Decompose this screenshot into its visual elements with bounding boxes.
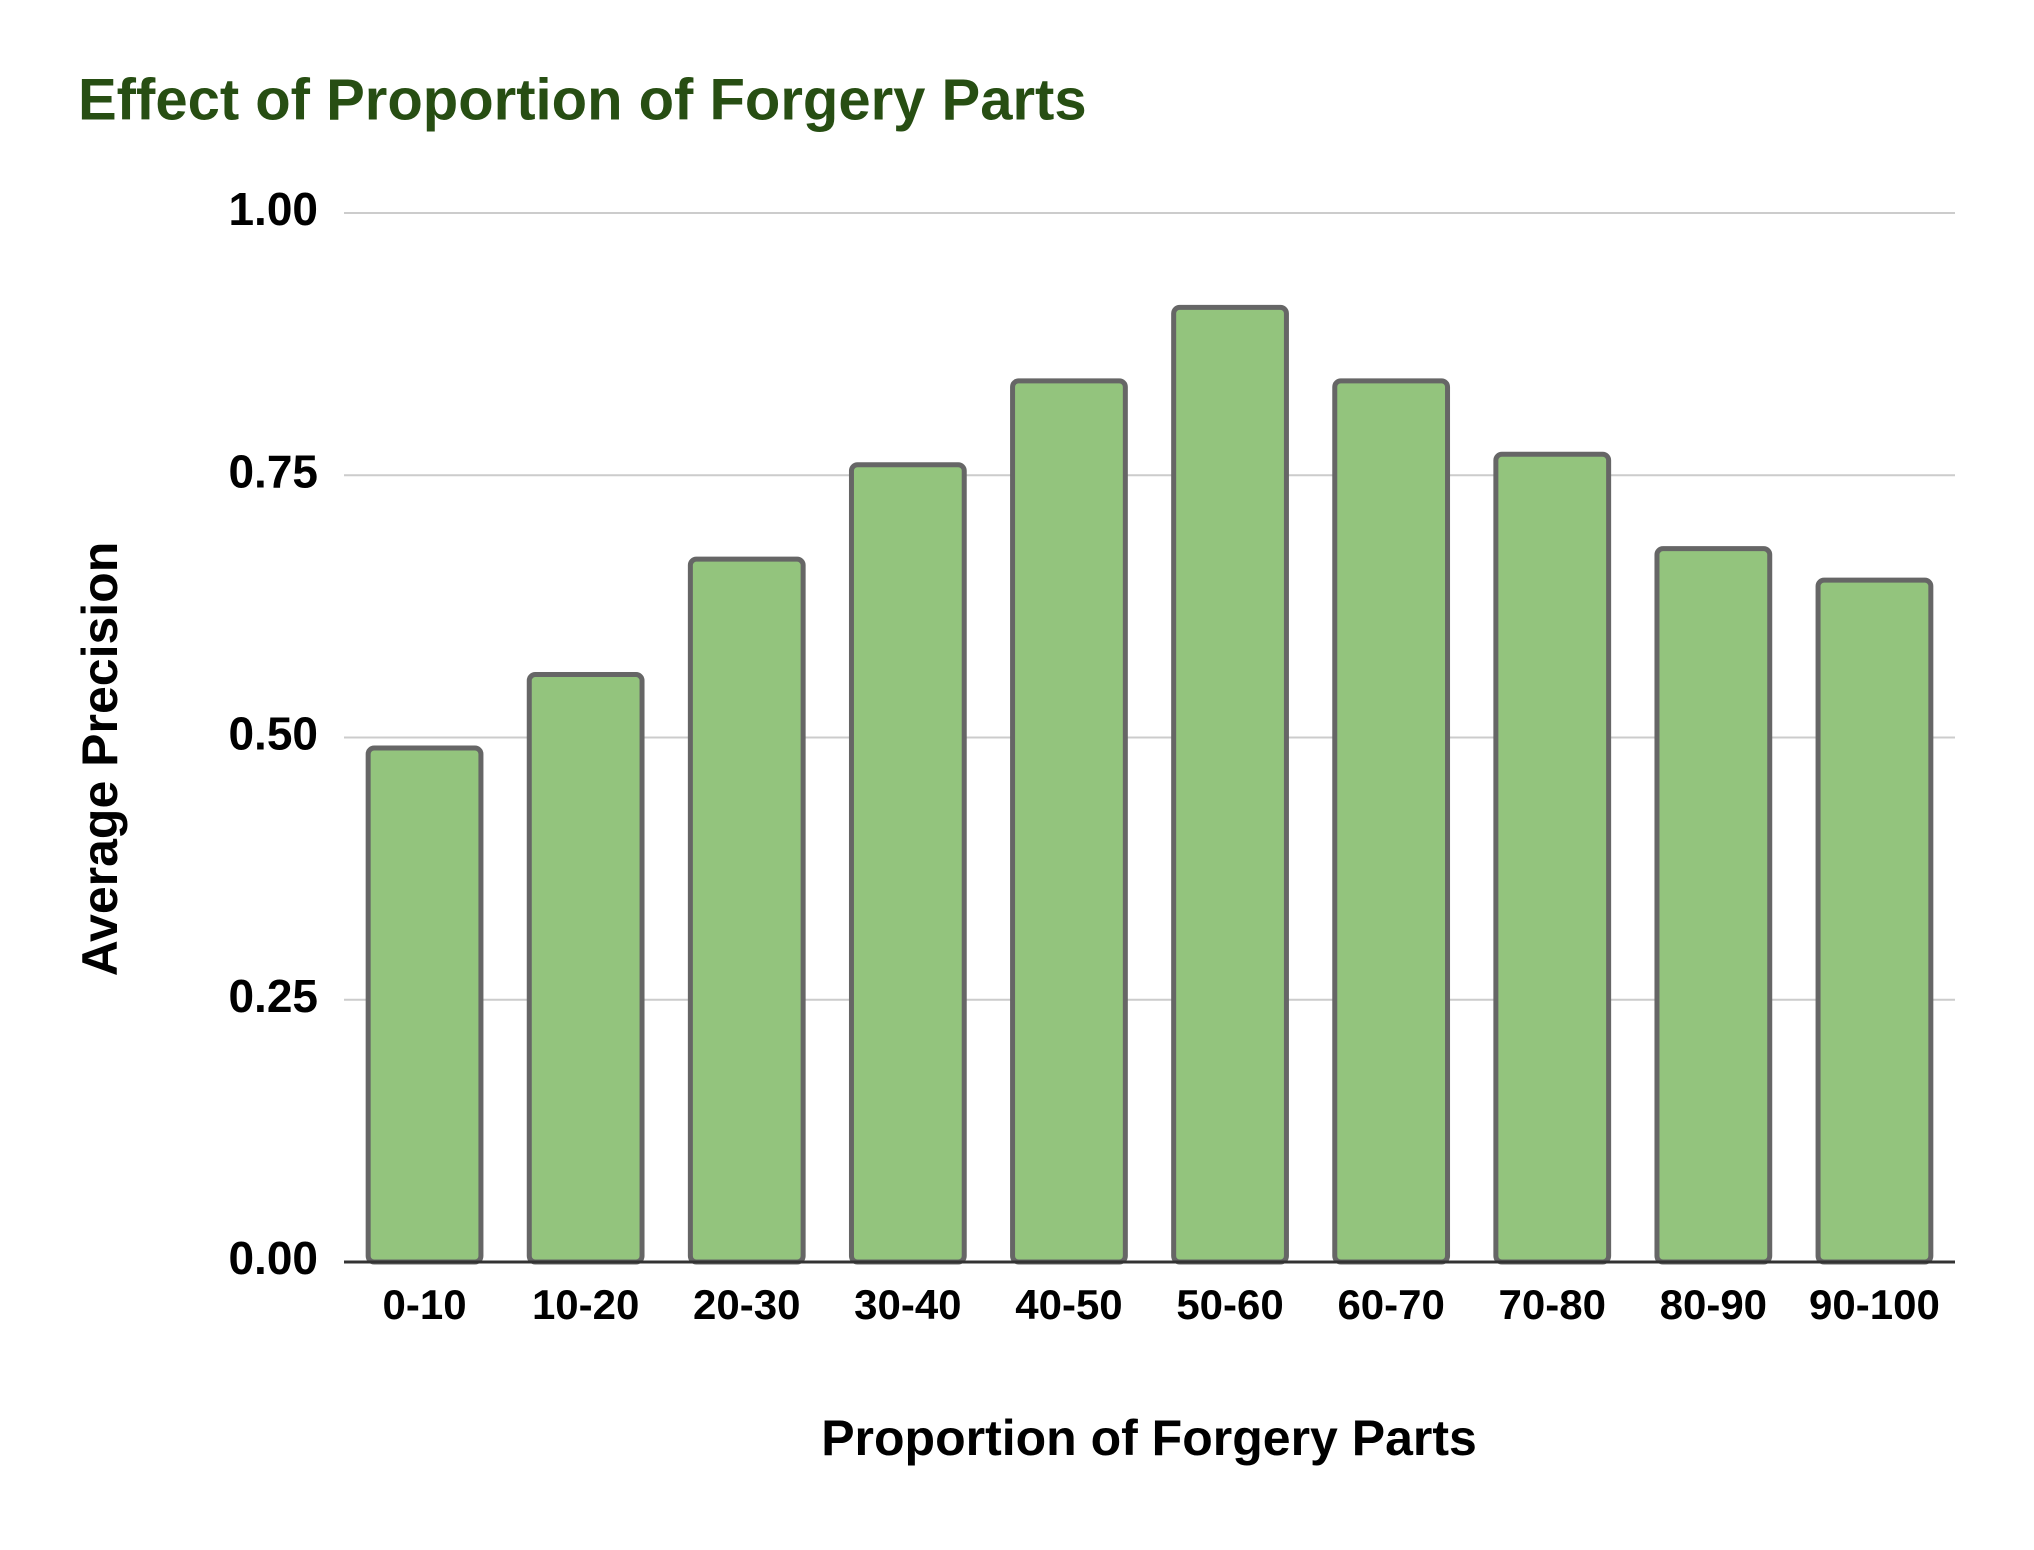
x-tick-label: 60-70 (1337, 1281, 1444, 1328)
x-tick-label: 50-60 (1176, 1281, 1283, 1328)
x-tick-label: 10-20 (532, 1281, 639, 1328)
y-tick-label: 0.75 (228, 445, 318, 497)
y-tick-label: 0.25 (228, 970, 318, 1022)
x-tick-label: 90-100 (1809, 1281, 1940, 1328)
x-axis-title: Proportion of Forgery Parts (821, 1410, 1477, 1466)
x-tick-label: 70-80 (1499, 1281, 1606, 1328)
x-tick-label: 0-10 (383, 1281, 467, 1328)
x-tick-label: 80-90 (1660, 1281, 1767, 1328)
y-tick-label: 0.50 (228, 708, 318, 760)
x-tick-label: 20-30 (693, 1281, 800, 1328)
bar (1171, 304, 1289, 1265)
bar (1654, 546, 1773, 1265)
bar (365, 745, 484, 1265)
bar (1332, 378, 1451, 1265)
x-tick-label: 40-50 (1015, 1281, 1122, 1328)
bar (526, 672, 645, 1265)
bar (1493, 451, 1612, 1265)
x-tick-label: 30-40 (854, 1281, 961, 1328)
y-tick-label: 1.00 (228, 183, 318, 235)
bar (687, 556, 806, 1265)
chart-title: Effect of Proportion of Forgery Parts (78, 67, 1087, 132)
bar (848, 462, 967, 1265)
y-axis-title: Average Precision (72, 542, 128, 976)
y-tick-label: 0.00 (228, 1232, 318, 1284)
bar (1010, 378, 1128, 1265)
bar (1815, 577, 1934, 1265)
